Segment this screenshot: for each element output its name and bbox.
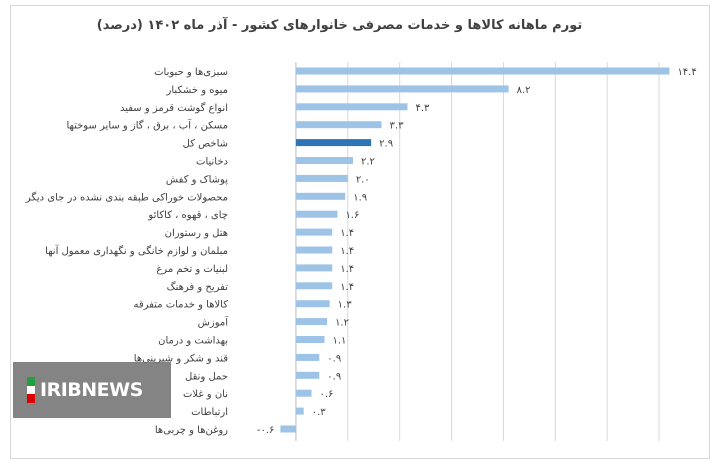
category-label: محصولات خوراکی طبقه بندی نشده در جای دیگ… [25,191,228,203]
bar-value-label: ۰.۳ [312,407,327,418]
bar-value-label: ۲.۹ [379,139,393,150]
bar [295,121,382,129]
category-label: تفریح و فرهنگ [167,281,229,293]
category-label: پوشاک و کفش [166,174,228,185]
bar [295,157,353,164]
bar-value-label: ۱.۱ [332,336,346,347]
bar [295,174,348,182]
chart-title: تورم ماهانه کالاها و خدمات مصرفی خانواره… [96,18,583,33]
bar [295,103,408,111]
category-label: حمل ونقل [185,371,228,382]
bar [295,318,328,326]
bar-value-label: ۱.۹ [353,192,367,203]
bar [295,389,312,397]
category-label: نان و غلات [183,389,228,400]
bar-value-label: ۰.۹ [327,353,341,364]
bar-value-label: ۱.۴ [340,228,354,239]
bar-value-label: ۸.۲ [517,85,531,96]
iran-flag-icon [27,377,35,404]
flag-stripe-white [27,385,35,395]
bar-value-label: -۰.۶ [257,425,275,436]
category-label: آموزش [198,316,230,329]
category-label: دخانیات [196,157,228,168]
bar [295,407,304,415]
watermark-text: IRIBNEWS [40,379,143,401]
category-label: کالاها و خدمات متفرقه [133,300,228,311]
bar [295,210,338,218]
bar [295,353,320,361]
bar-value-label: ۲.۰ [356,174,370,185]
category-label: مسکن ، آب ، برق ، گاز و سایر سوختها [66,119,228,132]
bar [295,192,346,200]
category-label: لبنیات و تخم مرغ [156,264,228,275]
bar-value-label: ۱.۴ [340,264,354,275]
bar [295,139,372,147]
category-label: ارتباطات [191,407,228,418]
bar [280,425,296,433]
bar-value-label: ۱.۴ [340,246,354,257]
bar [295,336,325,343]
bar-value-label: ۰.۶ [320,389,334,400]
flag-stripe-green [27,377,35,386]
bar [295,371,320,379]
iribnews-watermark: IRIBNEWS [13,362,171,418]
category-label: سبزی‌ها و حبوبات [154,67,228,78]
bar-value-label: ۱.۴ [340,282,354,293]
category-label: بهداشت و درمان [158,336,228,347]
category-label: قند و شکر و شیرینی‌ها [134,353,228,364]
bar [295,300,330,308]
category-label: شاخص کل [183,139,228,150]
bar [295,246,333,254]
category-label: روغن‌ها و چربی‌ها [155,425,228,436]
bar-value-label: ۱۴.۴ [677,67,696,78]
category-label: مبلمان و لوازم خانگی و نگهداری معمول آنه… [45,244,228,257]
bar [295,228,333,236]
bar [295,264,333,272]
bar-value-label: ۲.۲ [361,157,375,168]
bar-value-label: ۳.۳ [390,121,405,132]
bar [295,282,333,290]
flag-stripe-red [27,394,35,404]
bar-value-label: ۱.۶ [345,210,359,221]
bar-value-label: ۰.۹ [327,371,341,382]
category-label: هتل و رستوران [165,228,228,239]
category-label: انواع گوشت قرمز و سفید [120,102,228,114]
bar-value-label: ۱.۲ [335,318,349,329]
category-label: چای ، قهوه ، کاکائو [147,210,228,221]
bar [295,85,509,93]
category-label: میوه و خشکبار [166,85,228,96]
bar [295,67,670,75]
bar-value-label: ۱.۳ [338,300,353,311]
bar-value-label: ۴.۳ [415,103,430,114]
